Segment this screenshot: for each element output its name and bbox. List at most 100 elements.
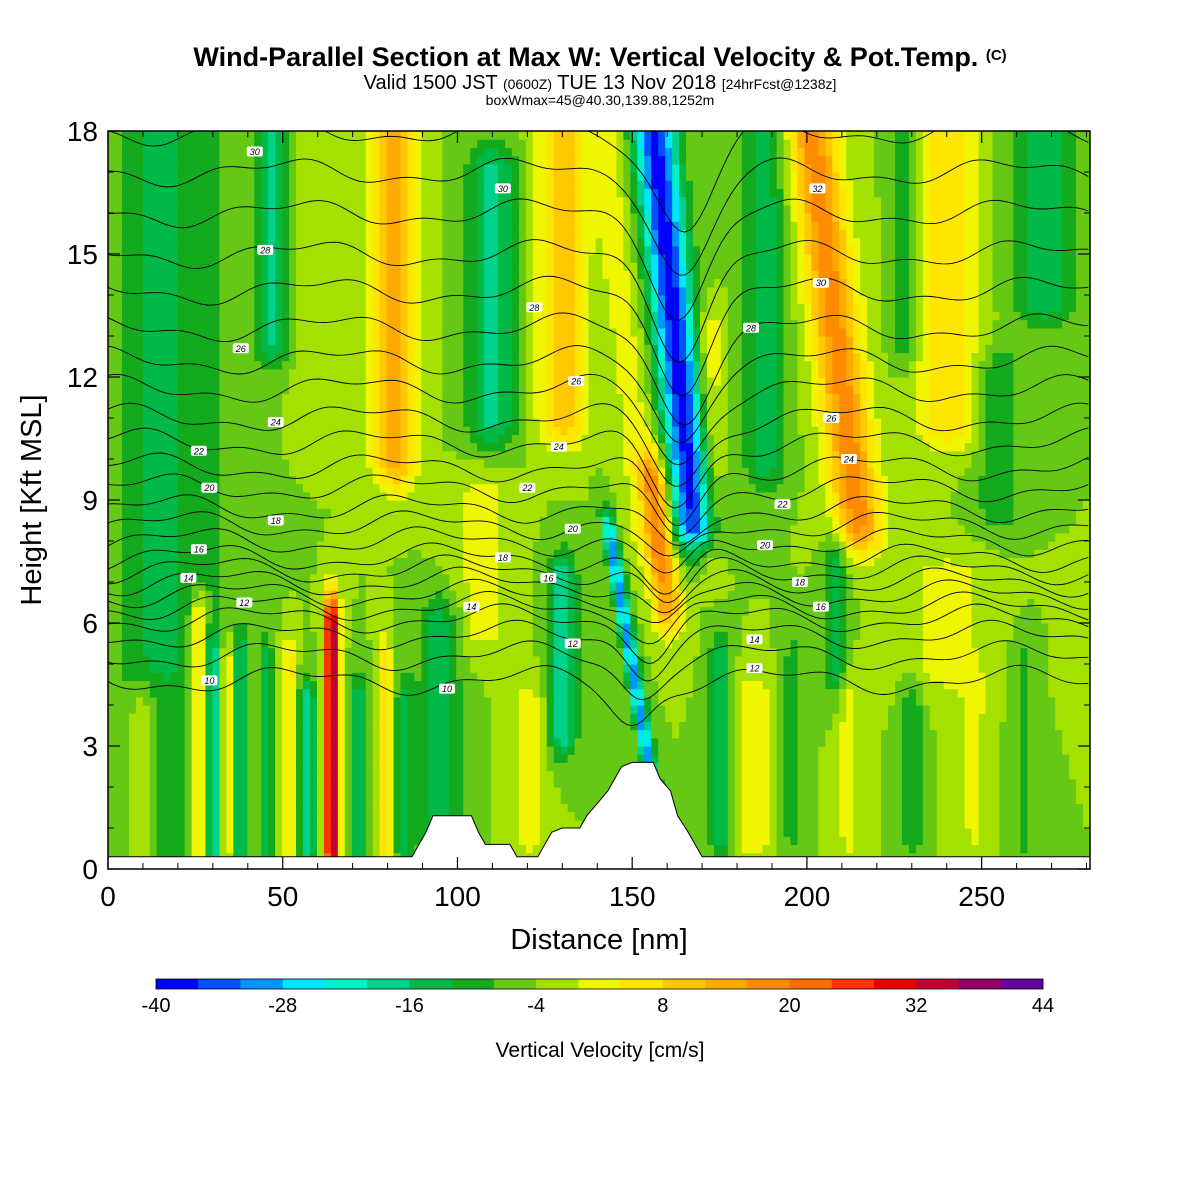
- w-cell: [574, 770, 583, 780]
- w-cell: [198, 828, 207, 837]
- w-cell: [1027, 631, 1035, 640]
- w-cell: [943, 582, 952, 591]
- w-cell: [595, 778, 604, 788]
- w-cell: [992, 680, 1001, 690]
- w-cell: [936, 762, 945, 772]
- w-cell: [1041, 647, 1049, 657]
- w-cell: [790, 655, 799, 665]
- w-cell: [790, 696, 799, 706]
- w-cell: [727, 778, 736, 788]
- w-cell: [825, 590, 833, 599]
- w-cell: [219, 680, 227, 690]
- w-cell: [790, 844, 799, 854]
- w-cell: [351, 713, 360, 722]
- w-cell: [846, 828, 854, 837]
- w-cell: [839, 787, 847, 796]
- w-cell: [477, 590, 485, 599]
- w-cell: [978, 770, 987, 780]
- w-cell: [1069, 713, 1077, 722]
- w-cell: [351, 844, 360, 854]
- w-cell: [567, 623, 576, 632]
- w-cell: [407, 631, 416, 640]
- w-cell: [929, 598, 938, 608]
- w-cell: [233, 819, 241, 829]
- w-cell: [142, 770, 151, 780]
- w-cell: [1027, 778, 1035, 788]
- w-cell: [212, 606, 221, 616]
- w-cell: [755, 762, 764, 772]
- w-cell: [337, 573, 346, 583]
- w-cell: [219, 713, 227, 722]
- w-cell: [275, 770, 283, 780]
- w-cell: [142, 606, 151, 616]
- w-cell: [769, 844, 778, 854]
- w-cell: [212, 762, 221, 772]
- w-cell: [191, 770, 200, 780]
- w-cell: [358, 754, 367, 763]
- w-cell: [867, 746, 875, 755]
- w-cell: [658, 746, 666, 755]
- w-cell: [588, 590, 597, 599]
- w-cell: [421, 746, 429, 755]
- w-cell: [372, 754, 381, 763]
- w-cell: [727, 631, 736, 640]
- w-cell: [330, 639, 339, 649]
- w-cell: [1069, 688, 1077, 698]
- w-cell: [971, 639, 980, 649]
- w-cell: [1062, 696, 1070, 706]
- w-cell: [114, 573, 123, 583]
- w-cell: [665, 729, 673, 739]
- w-cell: [142, 664, 151, 673]
- w-cell: [1076, 778, 1084, 788]
- w-cell: [275, 672, 283, 681]
- w-cell: [874, 778, 882, 788]
- w-cell: [894, 582, 903, 591]
- w-cell: [978, 647, 987, 657]
- w-cell: [1062, 623, 1070, 632]
- w-cell: [602, 705, 611, 714]
- w-cell: [198, 582, 207, 591]
- w-cell: [546, 590, 555, 599]
- w-cell: [971, 598, 980, 608]
- w-cell: [776, 721, 785, 731]
- w-cell: [630, 598, 638, 608]
- w-cell: [797, 836, 806, 845]
- w-cell: [581, 803, 590, 813]
- w-cell: [1055, 803, 1063, 813]
- w-cell: [867, 655, 875, 665]
- w-cell: [894, 696, 903, 706]
- w-cell: [114, 787, 123, 796]
- w-cell: [177, 762, 186, 772]
- w-cell: [518, 729, 527, 739]
- w-cell: [1041, 664, 1049, 673]
- w-cell: [623, 713, 631, 722]
- w-cell: [504, 713, 513, 722]
- w-cell: [414, 787, 422, 796]
- w-cell: [135, 680, 144, 690]
- w-cell: [894, 672, 903, 681]
- w-cell: [1020, 696, 1028, 706]
- w-cell: [825, 770, 833, 780]
- w-cell: [867, 713, 875, 722]
- w-cell: [811, 582, 819, 591]
- w-cell: [191, 754, 200, 763]
- w-cell: [665, 614, 673, 624]
- w-cell: [275, 787, 283, 796]
- w-cell: [658, 631, 666, 640]
- w-cell: [1034, 655, 1042, 665]
- w-cell: [720, 828, 729, 837]
- w-cell: [128, 582, 137, 591]
- w-cell: [609, 770, 618, 780]
- w-cell: [860, 606, 868, 616]
- w-cell: [1006, 754, 1014, 763]
- w-cell: [344, 606, 353, 616]
- w-cell: [971, 696, 980, 706]
- w-cell: [289, 590, 297, 599]
- w-cell: [254, 811, 262, 821]
- w-cell: [888, 639, 896, 649]
- w-cell: [525, 844, 534, 854]
- w-cell: [720, 803, 729, 813]
- w-cell: [679, 606, 687, 616]
- w-cell: [783, 811, 792, 821]
- w-cell: [769, 721, 778, 731]
